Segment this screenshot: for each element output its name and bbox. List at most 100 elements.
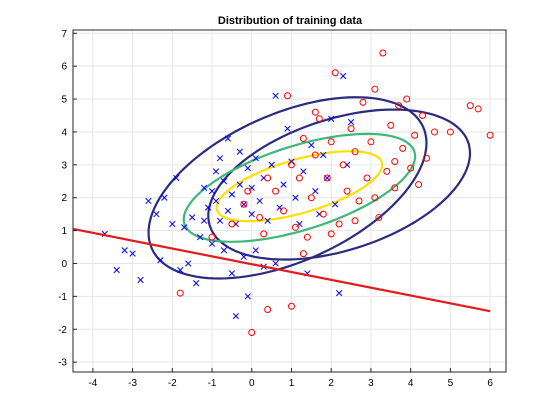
point-o [280,207,288,215]
point-x [248,211,255,218]
point-x [328,115,335,122]
point-x [192,280,200,287]
point-o [351,148,359,156]
point-x [228,270,236,277]
point-o [291,223,299,231]
point-o [375,213,383,221]
x-tick-label: 5 [448,378,454,389]
x-tick-label: -1 [208,378,217,389]
point-o [295,174,303,182]
point-o [315,115,323,123]
point-x [173,174,180,182]
x-tick-label: 1 [289,378,295,389]
point-x [137,276,144,284]
point-o [430,128,438,136]
point-x [208,187,216,195]
point-o [284,92,292,100]
point-o [343,187,351,195]
point-x [208,240,216,247]
point-x [200,184,208,191]
decision-boundary-line [72,227,491,313]
point-x [272,260,279,267]
point-x [196,234,204,241]
boundary-lines [72,227,491,313]
point-o [395,102,403,110]
point-x [276,204,283,211]
y-tick-label: 1 [61,226,67,237]
point-o [371,194,379,202]
y-tick-label: -2 [58,325,67,336]
point-x [244,164,251,172]
point-x [339,72,347,80]
y-tick-label: 4 [61,127,67,138]
point-o [311,151,319,159]
point-o [327,138,335,146]
point-x [296,220,303,228]
point-x [308,141,315,149]
y-tick-label: 5 [61,95,67,106]
point-x [228,191,236,198]
point-o [303,233,311,241]
point-x [113,266,120,274]
point-o [419,112,427,119]
point-o [355,197,363,205]
x-tick-label: -2 [168,378,177,389]
point-o [240,200,248,208]
point-x [121,247,128,254]
point-o [399,144,407,152]
point-o [176,289,184,297]
point-o [208,233,216,241]
point-x [189,214,196,221]
point-o [415,181,423,189]
point-x [300,168,307,175]
point-x [320,151,327,159]
ellipse-outer-left [147,96,428,280]
point-x [324,174,331,182]
point-o [339,161,347,169]
point-o [383,167,391,175]
point-x [129,250,136,257]
point-o [407,164,415,172]
point-x [216,217,224,224]
point-x [236,148,243,155]
y-tick-label: 2 [61,193,67,204]
point-o [228,220,236,228]
point-o [387,121,395,129]
x-tick-label: 4 [408,378,414,389]
x-tick-label: 2 [328,378,334,389]
point-x [153,211,160,218]
point-o [287,161,295,169]
point-x [240,253,247,261]
x-tick-label: 6 [487,378,493,389]
point-x [224,135,232,142]
point-o [256,213,264,221]
point-x [212,197,220,205]
y-tick-label: -1 [58,292,67,303]
point-o [446,128,454,136]
point-o [260,230,268,238]
ellipses [147,96,472,280]
point-o [367,138,375,146]
ellipse-inner [215,150,384,223]
y-tick-label: 0 [61,259,67,270]
point-x [336,289,343,297]
point-x [177,266,184,274]
point-o [327,230,335,238]
point-x [204,204,212,211]
point-x [169,220,176,228]
point-x [264,217,271,224]
point-o [371,85,379,93]
point-o [287,302,295,310]
point-o [311,108,319,116]
y-tick-label: 6 [61,62,67,73]
point-o [272,187,280,195]
point-o [403,95,411,103]
point-o [319,210,327,218]
point-o [264,306,272,314]
plot-area [72,29,507,373]
x-tick-label: 0 [249,378,255,389]
point-x [216,155,224,162]
chart-title: Distribution of training data [218,15,363,27]
point-o [359,98,367,106]
grid [73,30,506,372]
